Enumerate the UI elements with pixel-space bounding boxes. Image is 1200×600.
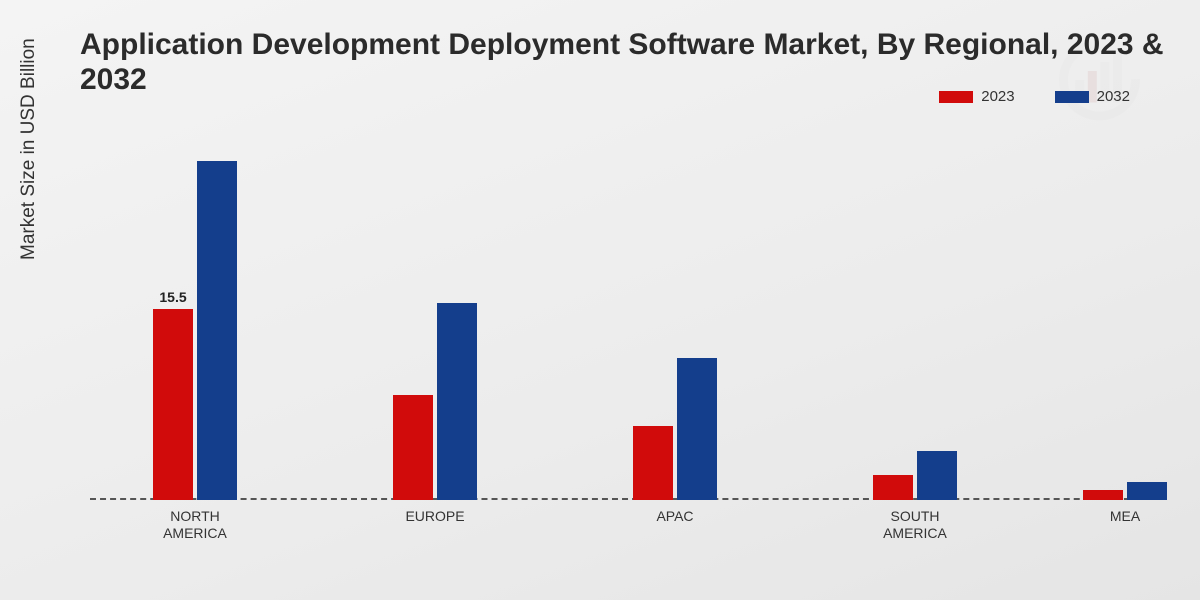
bar	[1083, 490, 1123, 500]
bar-group: MEA	[1040, 482, 1200, 501]
category-label: NORTHAMERICA	[110, 508, 280, 542]
bar-group: EUROPE	[350, 303, 520, 500]
bar-group: 15.5NORTHAMERICA	[110, 161, 280, 500]
legend-swatch-2023	[939, 91, 973, 103]
bar	[1127, 482, 1167, 501]
legend: 2023 2032	[939, 88, 1130, 105]
legend-swatch-2032	[1055, 91, 1089, 103]
bar	[677, 358, 717, 500]
plot-area: 15.5NORTHAMERICAEUROPEAPACSOUTHAMERICAME…	[90, 130, 1150, 500]
category-label: EUROPE	[350, 508, 520, 525]
bar-group: SOUTHAMERICA	[830, 451, 1000, 500]
bar	[873, 475, 913, 500]
legend-item-2032: 2032	[1055, 88, 1130, 105]
category-label: APAC	[590, 508, 760, 525]
category-label: MEA	[1040, 508, 1200, 525]
y-axis-label: Market Size in USD Billion	[18, 38, 40, 260]
bar	[197, 161, 237, 500]
bar-value-label: 15.5	[143, 289, 203, 305]
bar	[153, 309, 193, 500]
bar	[393, 395, 433, 500]
legend-item-2023: 2023	[939, 88, 1014, 105]
chart-title: Application Development Deployment Softw…	[80, 28, 1180, 97]
bar-group: APAC	[590, 358, 760, 500]
legend-label-2032: 2032	[1097, 88, 1130, 105]
bar	[633, 426, 673, 500]
category-label: SOUTHAMERICA	[830, 508, 1000, 542]
bar	[917, 451, 957, 500]
legend-label-2023: 2023	[981, 88, 1014, 105]
bar	[437, 303, 477, 500]
